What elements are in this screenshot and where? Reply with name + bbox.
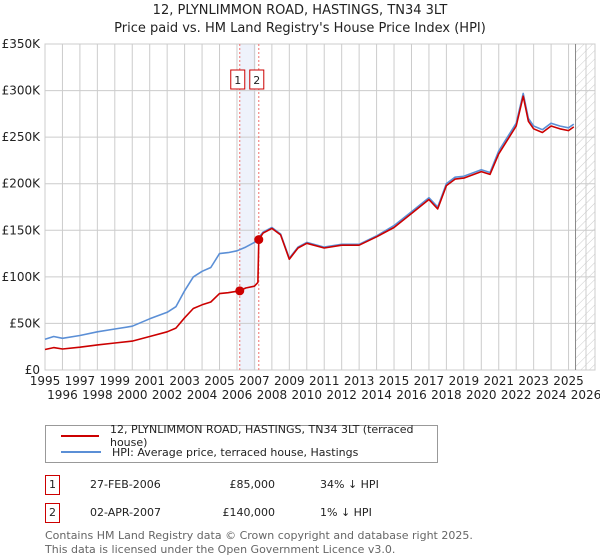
- transaction-date: 02-APR-2007: [90, 506, 162, 519]
- transaction-hpi-diff: 1% ↓ HPI: [320, 506, 372, 519]
- y-tick-label: £0: [25, 363, 40, 377]
- x-tick-label: 2003: [169, 374, 200, 388]
- series-line-property: [44, 95, 575, 351]
- x-tick-label: 1998: [82, 388, 113, 402]
- series-line-hpi: [44, 92, 575, 341]
- x-tick-label: 2019: [449, 374, 480, 388]
- x-tick-label: 2001: [134, 374, 165, 388]
- x-tick-label: 2005: [204, 374, 235, 388]
- x-tick-label: 2004: [187, 388, 218, 402]
- y-tick-label: £350K: [2, 37, 42, 51]
- legend-item-property: 12, PLYNLIMMON ROAD, HASTINGS, TN34 3LT …: [61, 423, 437, 449]
- x-tick-label: 1996: [47, 388, 78, 402]
- sale-label-1: 1: [230, 69, 246, 90]
- sale-label-2: 2: [249, 69, 265, 90]
- x-tick-label: 2007: [239, 374, 270, 388]
- legend-swatch-blue: [61, 451, 101, 453]
- x-tick-label: 2008: [257, 388, 288, 402]
- transaction-date: 27-FEB-2006: [90, 478, 161, 491]
- chart-title: 12, PLYNLIMMON ROAD, HASTINGS, TN34 3LT: [152, 3, 448, 18]
- chart-subtitle: Price paid vs. HM Land Registry's House …: [114, 21, 486, 36]
- sale-label-box: [230, 69, 246, 90]
- sale-point: [254, 235, 264, 245]
- y-tick-label: £50K: [9, 316, 41, 330]
- footer-copyright: Contains HM Land Registry data © Crown c…: [45, 529, 473, 542]
- x-tick-label: 2018: [431, 388, 462, 402]
- sale-period-band: [239, 44, 256, 370]
- x-tick-label: 2014: [361, 388, 392, 402]
- legend: 12, PLYNLIMMON ROAD, HASTINGS, TN34 3LT …: [45, 423, 438, 463]
- y-tick-label: £250K: [2, 130, 42, 144]
- y-tick-label: £200K: [2, 177, 42, 191]
- sale-label-box: [249, 69, 265, 90]
- legend-swatch-red: [61, 435, 99, 437]
- sale-point: [235, 286, 245, 296]
- x-tick-label: 2002: [152, 388, 183, 402]
- x-tick-label: 2013: [344, 374, 375, 388]
- x-tick-label: 1999: [100, 374, 131, 388]
- transaction-price: £140,000: [222, 506, 276, 519]
- plot-border: [44, 43, 596, 371]
- x-tick-label: 2000: [117, 388, 148, 402]
- transaction-row: 2 02-APR-2007 £140,000 1% ↓ HPI: [45, 503, 445, 523]
- x-tick-label: 2025: [553, 374, 584, 388]
- x-tick-label: 2012: [326, 388, 357, 402]
- x-tick-label: 2006: [222, 388, 253, 402]
- footer-licence: This data is licensed under the Open Gov…: [45, 543, 396, 556]
- transaction-row: 1 27-FEB-2006 £85,000 34% ↓ HPI: [45, 475, 445, 495]
- x-tick-label: 2010: [292, 388, 323, 402]
- x-tick-label: 1997: [65, 374, 96, 388]
- transaction-badge: 1: [45, 475, 60, 495]
- y-tick-label: £150K: [2, 223, 42, 237]
- x-tick-label: 2011: [309, 374, 340, 388]
- x-tick-label: 2016: [396, 388, 427, 402]
- x-tick-label: 1995: [30, 374, 61, 388]
- x-tick-label: 2022: [501, 388, 532, 402]
- sale-label-text: 2: [253, 74, 260, 87]
- chart-plot: 1995199619971998199920002001200220032004…: [2, 37, 600, 402]
- x-tick-label: 2017: [414, 374, 445, 388]
- x-tick-label: 2009: [274, 374, 305, 388]
- sale-label-text: 1: [234, 74, 241, 87]
- x-tick-label: 2021: [483, 374, 514, 388]
- x-tick-label: 2023: [518, 374, 549, 388]
- forecast-hatch: [575, 44, 595, 370]
- x-tick-label: 2026: [571, 388, 600, 402]
- transaction-badge: 2: [45, 503, 60, 523]
- transaction-price: £85,000: [229, 478, 276, 491]
- y-tick-label: £100K: [2, 270, 42, 284]
- y-tick-label: £300K: [2, 84, 42, 98]
- x-tick-label: 2020: [466, 388, 497, 402]
- x-tick-label: 2015: [379, 374, 410, 388]
- legend-label: HPI: Average price, terraced house, Hast…: [112, 445, 359, 459]
- x-tick-label: 2024: [536, 388, 567, 402]
- legend-item-hpi: HPI: Average price, terraced house, Hast…: [61, 444, 358, 460]
- transaction-hpi-diff: 34% ↓ HPI: [320, 478, 379, 491]
- legend-label: 12, PLYNLIMMON ROAD, HASTINGS, TN34 3LT …: [109, 423, 414, 449]
